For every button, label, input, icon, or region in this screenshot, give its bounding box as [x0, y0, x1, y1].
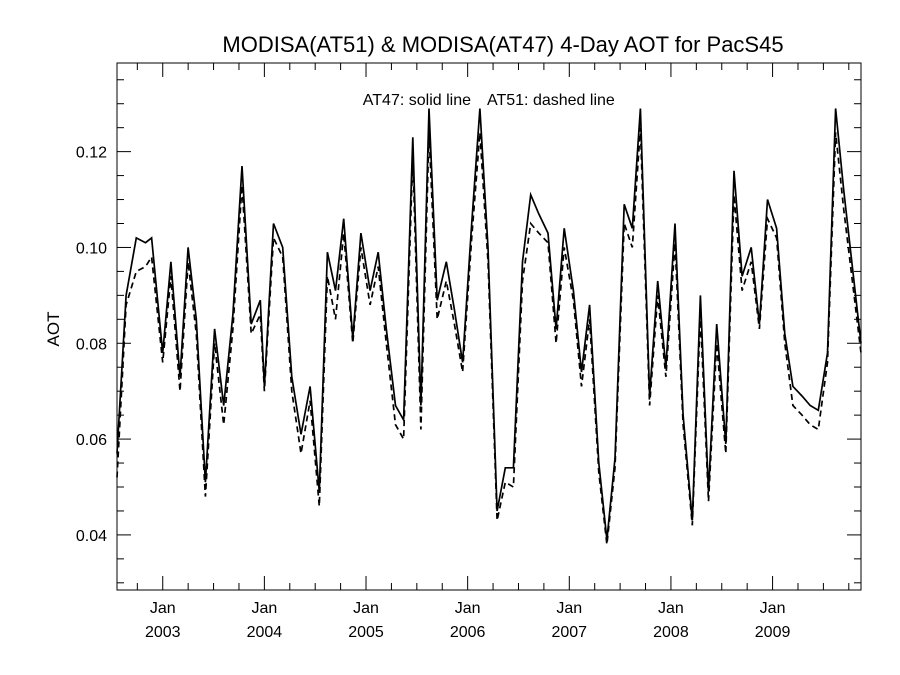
- x-tick-label-month: Jan: [556, 600, 582, 617]
- x-tick-label-year: 2005: [348, 624, 384, 641]
- y-tick-label: 0.06: [76, 432, 107, 449]
- x-tick-label-month: Jan: [150, 600, 176, 617]
- x-tick-label-month: Jan: [455, 600, 481, 617]
- chart-title: MODISA(AT51) & MODISA(AT47) 4-Day AOT fo…: [222, 32, 783, 57]
- series-line-at51: [116, 127, 862, 545]
- x-tick-label-year: 2007: [551, 624, 587, 641]
- x-tick-label-month: Jan: [251, 600, 277, 617]
- legend-solid-annotation: AT47: solid line: [363, 92, 471, 109]
- y-tick-label: 0.12: [76, 145, 107, 162]
- plot-frame: [116, 62, 862, 591]
- x-tick-label-year: 2004: [247, 624, 283, 641]
- series-line-at47: [116, 108, 862, 540]
- x-tick-label-year: 2008: [653, 624, 689, 641]
- x-tick-label-month: Jan: [658, 600, 684, 617]
- y-axis-label: AOT: [44, 312, 63, 347]
- x-tick-label-month: Jan: [760, 600, 786, 617]
- y-tick-label: 0.08: [76, 336, 107, 353]
- y-tick-label: 0.10: [76, 240, 107, 257]
- x-tick-label-year: 2006: [450, 624, 486, 641]
- x-tick-label-year: 2003: [145, 624, 181, 641]
- x-tick-label-month: Jan: [353, 600, 379, 617]
- legend-dashed-annotation: AT51: dashed line: [487, 92, 615, 109]
- y-tick-label: 0.04: [76, 528, 107, 545]
- plot-area: 0.04 0.06 0.08 0.10 0.12 Jan 2003 Jan 2004 Jan 200…: [76, 62, 862, 641]
- x-tick-label-year: 2009: [755, 624, 791, 641]
